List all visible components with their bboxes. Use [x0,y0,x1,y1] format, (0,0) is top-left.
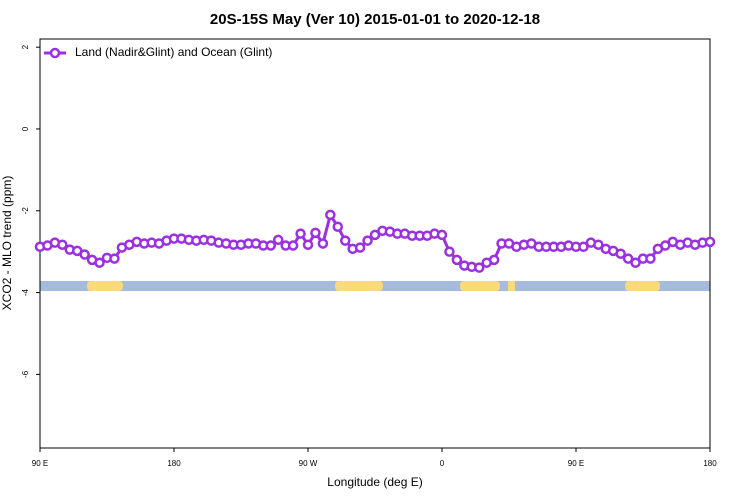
data-point [295,228,306,239]
y-tick-label: 0 [21,126,30,131]
data-point [317,238,329,249]
y-tick-label: -2 [21,207,30,215]
data-point [622,253,634,264]
data-point [57,239,68,250]
data-point [645,253,656,264]
data-point [94,257,105,268]
legend-label: Land (Nadir&Glint) and Ocean (Glint) [75,45,272,59]
data-point [302,239,314,250]
data-point [630,257,641,268]
data-point [109,253,120,264]
data-point [310,227,321,239]
land-segment [335,281,383,291]
data-point [369,229,381,241]
data-point [287,240,299,251]
data-point [272,234,284,246]
x-tick-label: 90 W [299,459,318,468]
land-segment [625,281,660,291]
land-segment [87,281,123,291]
data-point [339,235,351,246]
x-tick-label: 0 [440,459,445,468]
data-point [265,240,277,251]
legend-marker [49,47,61,59]
x-tick-label: 180 [167,459,181,468]
data-point [593,239,604,250]
data-point [325,209,336,221]
data-point [354,242,366,253]
y-tick-label: 2 [21,44,30,49]
data-point [704,236,716,248]
x-tick-label: 90 E [568,459,584,468]
data-point [615,248,626,259]
y-tick-label: -6 [21,370,30,378]
data-point [451,254,463,266]
y-tick-label: -4 [21,288,30,296]
land-segment [460,281,500,291]
x-tick-label: 90 E [32,459,48,468]
x-axis-label: Longitude (deg E) [327,475,422,489]
land-segment [508,281,515,291]
data-point [578,241,589,253]
chart-title: 20S-15S May (Ver 10) 2015-01-01 to 2020-… [210,11,540,28]
data-point [488,254,500,266]
data-point [332,221,344,232]
data-point [473,262,485,273]
legend [41,42,291,64]
y-axis-label: XCO2 - MLO trend (ppm) [0,176,14,311]
data-point [362,235,373,246]
data-point [79,249,90,260]
land-ocean-strip [40,281,710,291]
x-tick-label: 180 [703,459,717,468]
data-point [444,246,455,257]
data-point [436,229,448,241]
